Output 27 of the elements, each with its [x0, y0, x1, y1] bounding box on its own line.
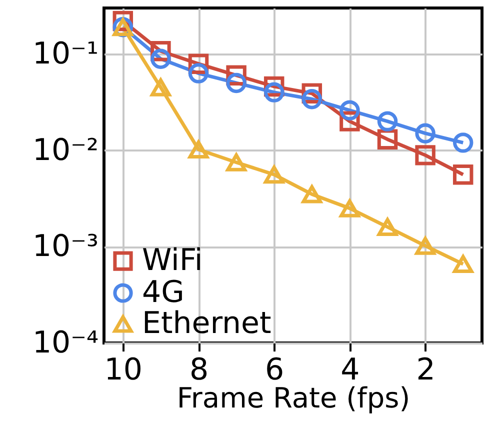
point [302, 185, 322, 204]
point [340, 100, 360, 120]
point [415, 145, 436, 166]
point [415, 236, 436, 255]
point [452, 164, 474, 185]
point [150, 78, 171, 96]
y-tick-label: 10⁻¹ [32, 36, 98, 72]
point [150, 48, 171, 69]
point [264, 166, 284, 184]
y-tick-label: 10⁻³ [32, 229, 98, 264]
point [340, 199, 360, 218]
point [452, 255, 474, 274]
x-tick-label: 10 [104, 352, 142, 388]
point [226, 153, 246, 172]
point [302, 89, 322, 110]
point [377, 218, 398, 236]
point [264, 82, 284, 102]
point [452, 132, 474, 153]
legend-label: WiFi [142, 243, 203, 278]
point [377, 111, 398, 132]
point [188, 140, 209, 158]
point [415, 123, 436, 144]
point [226, 72, 246, 94]
x-tick-label: 2 [416, 352, 436, 388]
point [188, 63, 209, 84]
y-tick-label: 10⁻² [32, 132, 98, 168]
y-tick-label: 10⁻⁴ [32, 326, 98, 360]
